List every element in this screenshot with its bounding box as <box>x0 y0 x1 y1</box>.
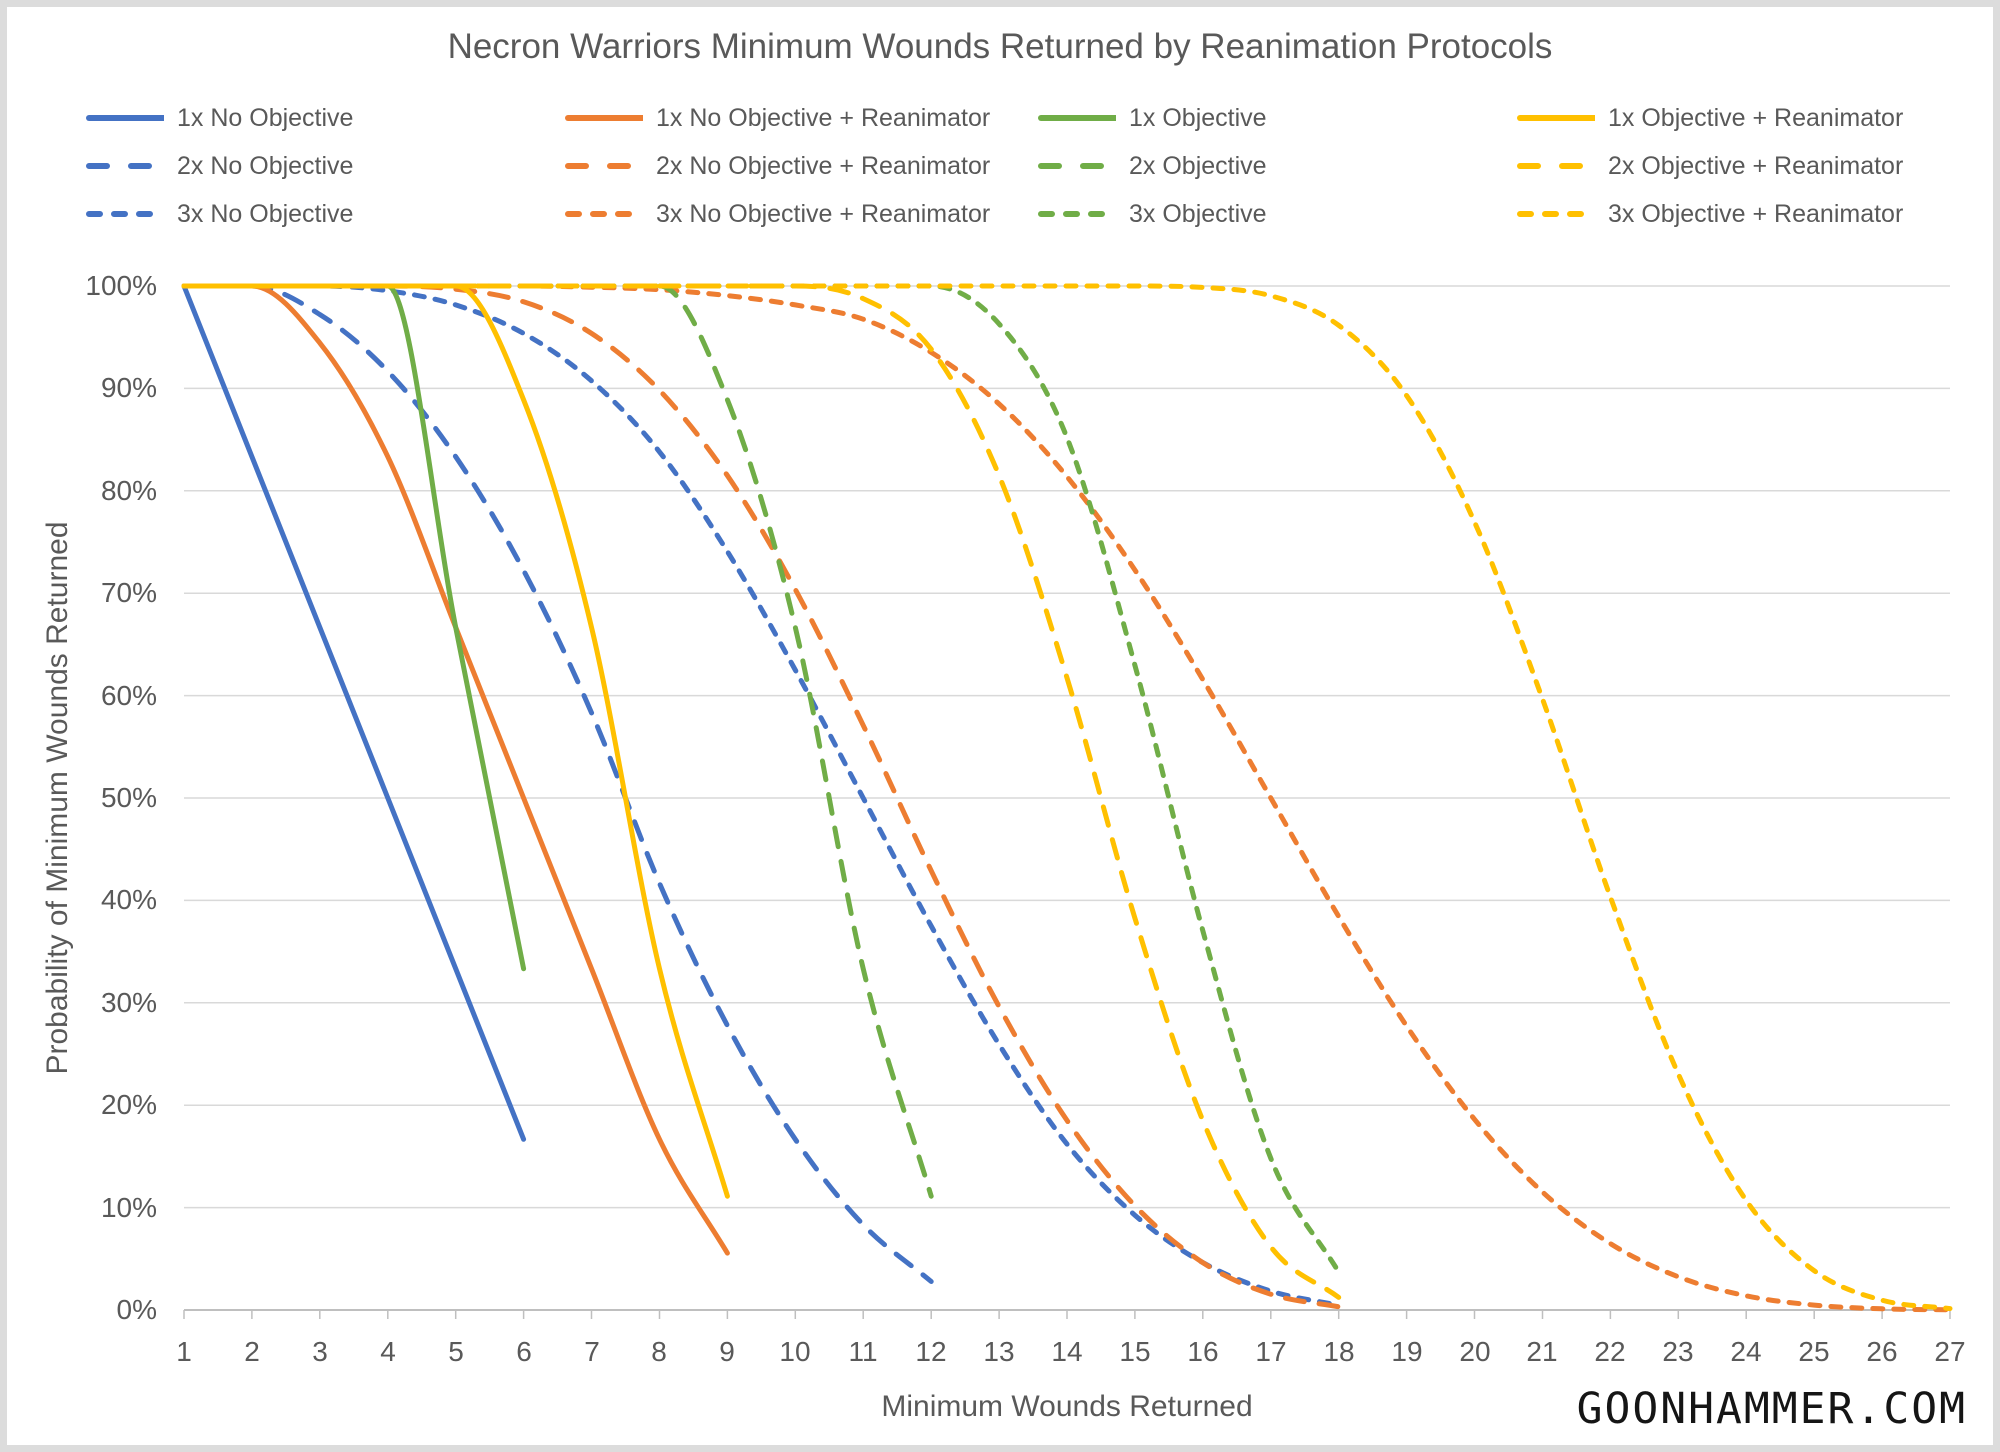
y-tick-label: 60% <box>100 680 157 711</box>
x-tick-label: 16 <box>1187 1336 1219 1367</box>
legend-line-sample <box>1038 115 1116 121</box>
legend-item-label: 3x Objective <box>1129 199 1267 228</box>
x-tick-label: 25 <box>1798 1336 1830 1367</box>
legend-line-sample <box>565 211 636 217</box>
y-tick-label: 30% <box>100 987 157 1018</box>
x-tick-label: 4 <box>380 1336 396 1367</box>
x-tick-label: 6 <box>516 1336 532 1367</box>
x-tick-label: 21 <box>1526 1336 1558 1367</box>
legend-item-label: 3x No Objective + Reanimator <box>656 199 991 228</box>
legend-line-sample <box>86 211 157 217</box>
x-tick-label: 10 <box>779 1336 811 1367</box>
series-line-1x-no-objective <box>181 283 527 1142</box>
x-tick-label: 20 <box>1459 1336 1491 1367</box>
x-tick-label: 19 <box>1391 1336 1423 1367</box>
legend-item-label: 1x Objective + Reanimator <box>1608 103 1904 132</box>
x-tick-label: 7 <box>584 1336 600 1367</box>
legend-item-label: 3x No Objective <box>177 199 354 228</box>
legend-item-2x-objective-reanimator: 2x Objective + Reanimator <box>1517 142 1903 190</box>
legend-line-sample <box>1038 163 1113 169</box>
legend-item-1x-no-objective-reanimator: 1x No Objective + Reanimator <box>565 94 990 142</box>
legend-line-sample <box>86 163 161 169</box>
legend-line-sample <box>1038 211 1109 217</box>
y-tick-label: 0% <box>116 1294 157 1325</box>
legend-item-3x-objective: 3x Objective <box>1038 190 1267 238</box>
legend-item-label: 1x No Objective <box>177 103 354 132</box>
y-tick-label: 10% <box>100 1192 157 1223</box>
legend-item-label: 1x Objective <box>1129 103 1267 132</box>
legend-item-label: 3x Objective + Reanimator <box>1608 199 1904 228</box>
legend-item-1x-objective-reanimator: 1x Objective + Reanimator <box>1517 94 1903 142</box>
legend-item-label: 2x Objective + Reanimator <box>1608 151 1904 180</box>
series-line-1x-no-objective-reanimator <box>181 283 730 1256</box>
legend-item-1x-no-objective: 1x No Objective <box>86 94 353 142</box>
legend-item-3x-objective-reanimator: 3x Objective + Reanimator <box>1517 190 1903 238</box>
x-tick-label: 9 <box>719 1336 735 1367</box>
series-line-3x-no-objective <box>181 283 1342 1308</box>
x-tick-label: 26 <box>1866 1336 1898 1367</box>
legend-item-3x-no-objective: 3x No Objective <box>86 190 353 238</box>
legend-item-label: 1x No Objective + Reanimator <box>656 103 991 132</box>
y-tick-label: 40% <box>100 884 157 915</box>
series-line-2x-no-objective <box>181 283 934 1284</box>
series-line-3x-objective <box>181 283 1342 1275</box>
legend-item-label: 2x No Objective <box>177 151 354 180</box>
series-line-2x-objective <box>181 283 934 1199</box>
y-tick-label: 70% <box>100 577 157 608</box>
legend-line-sample <box>1517 211 1588 217</box>
y-tick-label: 20% <box>100 1089 157 1120</box>
chart-title: Necron Warriors Minimum Wounds Returned … <box>447 27 1553 66</box>
legend-line-sample <box>1517 163 1592 169</box>
legend-item-2x-no-objective-reanimator: 2x No Objective + Reanimator <box>565 142 990 190</box>
x-tick-label: 17 <box>1255 1336 1287 1367</box>
y-axis-title: Probability of Minimum Wounds Returned <box>41 521 74 1075</box>
legend-line-sample <box>86 115 164 121</box>
legend-item-label: 2x Objective <box>1129 151 1267 180</box>
x-tick-label: 11 <box>848 1336 878 1367</box>
legend-line-sample <box>1517 115 1595 121</box>
x-tick-label: 12 <box>915 1336 947 1367</box>
legend-column: 1x No Objective + Reanimator 2x No Object… <box>565 94 990 238</box>
x-tick-label: 24 <box>1730 1336 1762 1367</box>
y-tick-label: 100% <box>85 270 157 301</box>
x-tick-label: 18 <box>1323 1336 1355 1367</box>
x-tick-label: 14 <box>1051 1336 1083 1367</box>
watermark-goonhammer: GOONHAMMER.COM <box>1576 1384 1967 1434</box>
x-tick-label: 15 <box>1119 1336 1151 1367</box>
legend-column: 1x No Objective 2x No Objective 3x No Obje… <box>86 94 353 238</box>
legend-column: 1x Objective 2x Objective 3x Objective <box>1038 94 1267 238</box>
y-tick-label: 90% <box>100 372 157 403</box>
legend-column: 1x Objective + Reanimator 2x Objective + … <box>1517 94 1903 238</box>
legend-item-2x-no-objective: 2x No Objective <box>86 142 353 190</box>
series-line-1x-objective-reanimator <box>181 283 730 1199</box>
x-tick-label: 5 <box>448 1336 464 1367</box>
legend-item-2x-objective: 2x Objective <box>1038 142 1267 190</box>
x-tick-label: 3 <box>312 1336 328 1367</box>
legend-line-sample <box>565 115 643 121</box>
series-line-3x-objective-reanimator <box>181 283 1953 1312</box>
y-tick-label: 80% <box>100 475 157 506</box>
legend-item-3x-no-objective-reanimator: 3x No Objective + Reanimator <box>565 190 990 238</box>
legend-item-1x-objective: 1x Objective <box>1038 94 1267 142</box>
x-tick-label: 23 <box>1662 1336 1694 1367</box>
legend-item-label: 2x No Objective + Reanimator <box>656 151 991 180</box>
x-axis-title: Minimum Wounds Returned <box>881 1390 1253 1423</box>
x-tick-label: 22 <box>1594 1336 1626 1367</box>
x-tick-label: 2 <box>244 1336 260 1367</box>
x-tick-label: 27 <box>1934 1336 1966 1367</box>
x-tick-label: 8 <box>651 1336 667 1367</box>
legend: 1x No Objective 2x No Objective 3x No Obje… <box>0 94 2000 244</box>
y-tick-label: 50% <box>100 782 157 813</box>
legend-line-sample <box>565 163 640 169</box>
x-tick-label: 1 <box>176 1336 192 1367</box>
x-tick-label: 13 <box>983 1336 1015 1367</box>
series-line-2x-no-objective-reanimator <box>181 283 1342 1310</box>
